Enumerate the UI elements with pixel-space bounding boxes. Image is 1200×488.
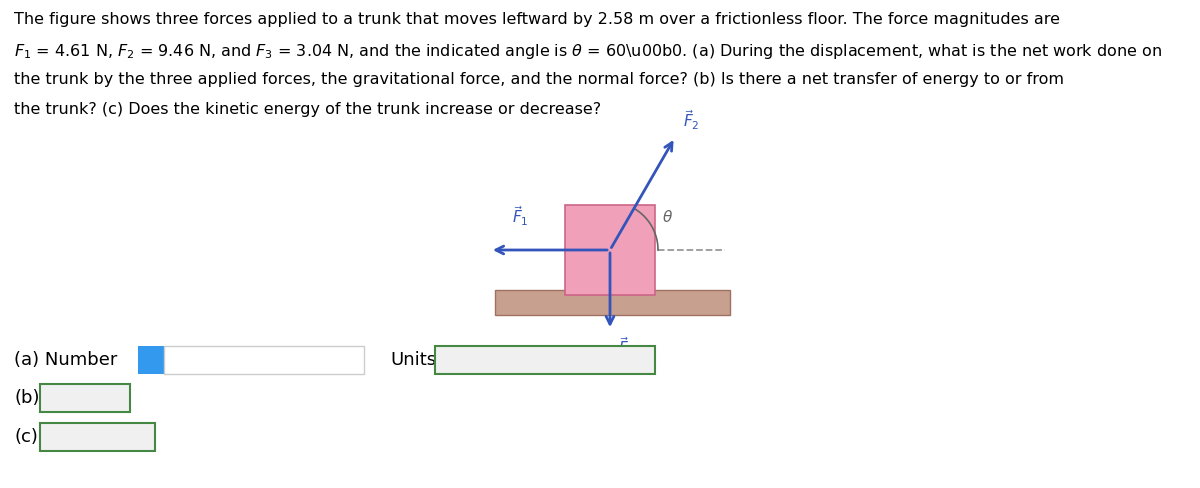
Text: v: v bbox=[640, 353, 647, 366]
Text: (a) Number: (a) Number bbox=[14, 351, 118, 369]
Text: decrease: decrease bbox=[50, 428, 126, 446]
Text: i: i bbox=[149, 352, 154, 367]
Text: $\theta$: $\theta$ bbox=[661, 209, 673, 225]
Bar bbox=[565, 205, 655, 295]
Text: from: from bbox=[50, 389, 89, 407]
Text: v: v bbox=[139, 430, 146, 444]
Bar bbox=[40, 384, 130, 412]
Text: The figure shows three forces applied to a trunk that moves leftward by 2.58 m o: The figure shows three forces applied to… bbox=[14, 12, 1060, 27]
Bar bbox=[496, 290, 730, 315]
Text: $\vec{F}_3$: $\vec{F}_3$ bbox=[618, 335, 635, 359]
Text: J: J bbox=[445, 351, 450, 369]
Text: $\vec{F}_2$: $\vec{F}_2$ bbox=[683, 109, 700, 132]
Text: the trunk by the three applied forces, the gravitational force, and the normal f: the trunk by the three applied forces, t… bbox=[14, 72, 1064, 87]
Text: (b): (b) bbox=[14, 389, 40, 407]
Bar bbox=[138, 346, 164, 374]
Text: -3.64E-1: -3.64E-1 bbox=[172, 351, 241, 369]
Bar bbox=[40, 423, 155, 451]
Bar bbox=[164, 346, 364, 374]
Text: Units: Units bbox=[390, 351, 436, 369]
Text: the trunk? (c) Does the kinetic energy of the trunk increase or decrease?: the trunk? (c) Does the kinetic energy o… bbox=[14, 102, 601, 117]
Text: $F_1$ = 4.61 N, $F_2$ = 9.46 N, and $F_3$ = 3.04 N, and the indicated angle is $: $F_1$ = 4.61 N, $F_2$ = 9.46 N, and $F_3… bbox=[14, 42, 1162, 61]
Text: v: v bbox=[114, 391, 121, 405]
Text: (c): (c) bbox=[14, 428, 38, 446]
Bar bbox=[436, 346, 655, 374]
Text: $\vec{F}_1$: $\vec{F}_1$ bbox=[511, 204, 528, 228]
